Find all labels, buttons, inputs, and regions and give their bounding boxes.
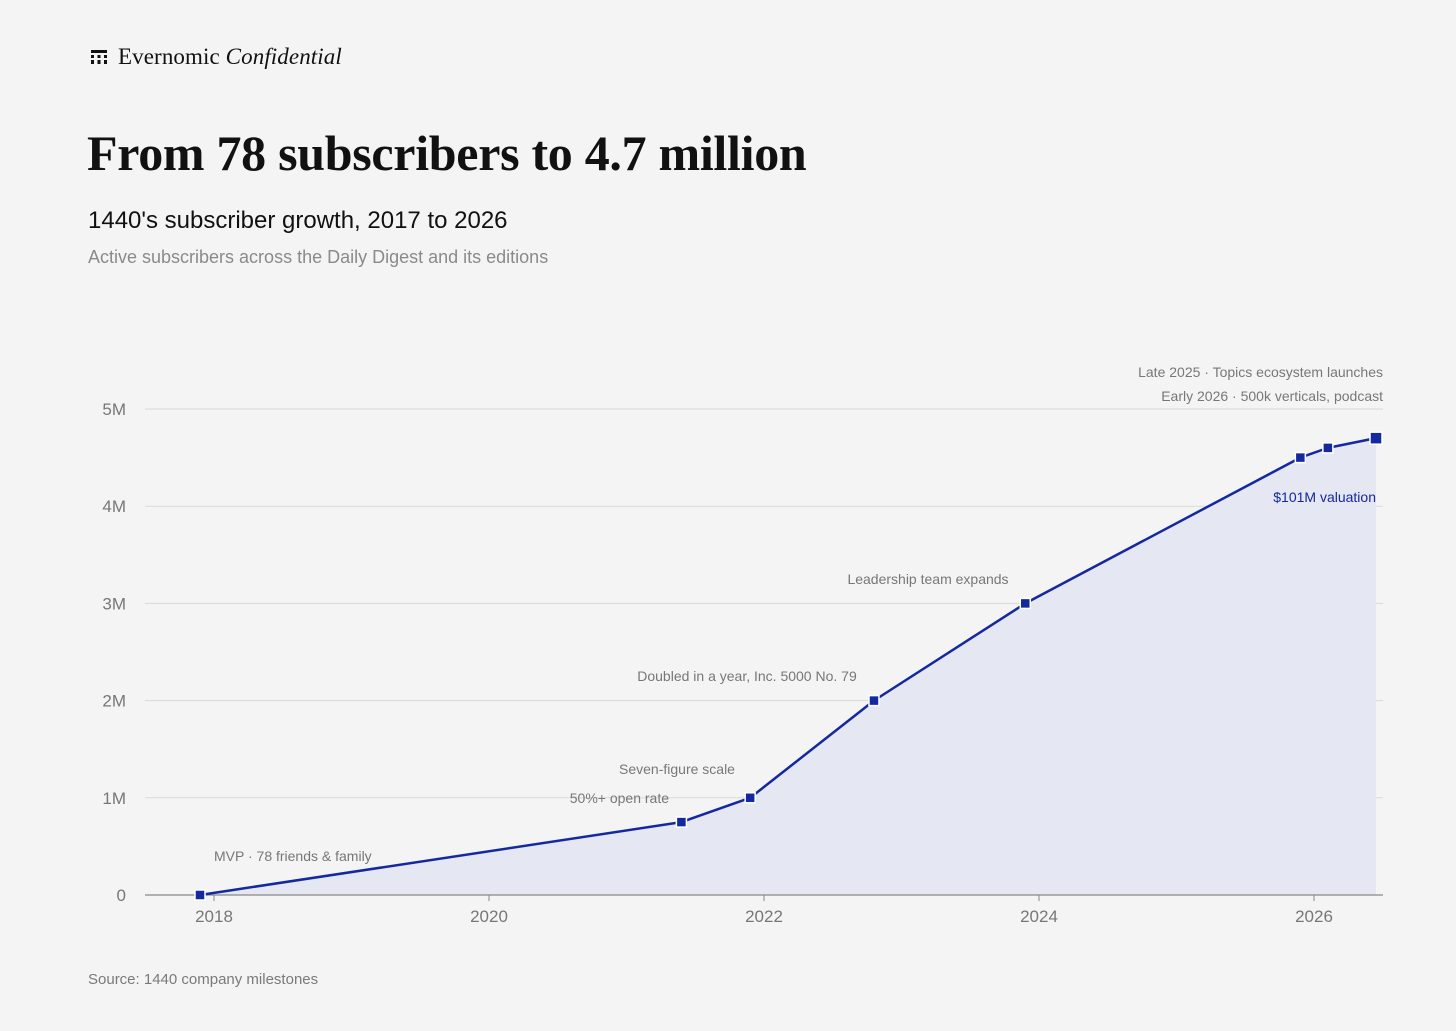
y-tick-label: 3M — [102, 594, 126, 613]
x-tick-label: 2022 — [745, 907, 783, 926]
data-point — [194, 889, 206, 901]
data-point — [1019, 597, 1032, 610]
brand-header: Evernomic Confidential — [90, 44, 342, 70]
annotation-label: $101M valuation — [1273, 489, 1376, 505]
annotation-label: Seven-figure scale — [619, 761, 735, 777]
annotation-label: Doubled in a year, Inc. 5000 No. 79 — [637, 668, 857, 684]
annotation-layer: MVP · 78 friends & family 50%+ open rate S… — [214, 364, 1383, 864]
source-note: Source: 1440 company milestones — [88, 971, 319, 988]
data-point — [675, 816, 688, 828]
data-point — [868, 694, 880, 707]
data-point — [744, 792, 756, 804]
y-tick-label: 1M — [102, 789, 126, 808]
x-tick-label: 2018 — [195, 907, 233, 926]
y-tick-label: 2M — [102, 692, 126, 711]
brand-name-main: Evernomic — [118, 44, 220, 69]
annotation-label: Leadership team expands — [847, 571, 1008, 587]
chart-subtitle: 1440's subscriber growth, 2017 to 2026 — [88, 207, 508, 234]
annotation-label: Early 2026 · 500k verticals, podcast — [1161, 388, 1383, 404]
annotation-label: Late 2025 · Topics ecosystem launches — [1138, 364, 1383, 380]
data-point — [1322, 442, 1334, 454]
annotation-label: 50%+ open rate — [570, 790, 669, 806]
y-tick-label: 5M — [102, 400, 126, 419]
brand-grid-icon — [91, 50, 107, 64]
brand-name-suffix: Confidential — [225, 44, 342, 69]
area-layer — [200, 438, 1376, 895]
y-tick-label: 0 — [117, 886, 126, 905]
point-layer — [194, 431, 1383, 901]
brand-name: Evernomic Confidential — [118, 44, 342, 70]
annotation-label: MVP · 78 friends & family — [214, 848, 372, 864]
chart-description: Active subscribers across the Daily Dige… — [88, 247, 549, 267]
x-tick-label: 2020 — [470, 907, 508, 926]
x-tick-label: 2026 — [1295, 907, 1333, 926]
axis-layer: 0 1M 2M 3M 4M 5M 2018 2020 2022 2024 2026 — [102, 400, 1383, 926]
data-point — [1369, 431, 1383, 445]
y-tick-label: 4M — [102, 497, 126, 516]
x-tick-label: 2024 — [1020, 907, 1058, 926]
chart-title: From 78 subscribers to 4.7 million — [87, 125, 807, 181]
data-point — [1294, 451, 1307, 464]
area-fill — [200, 438, 1376, 895]
